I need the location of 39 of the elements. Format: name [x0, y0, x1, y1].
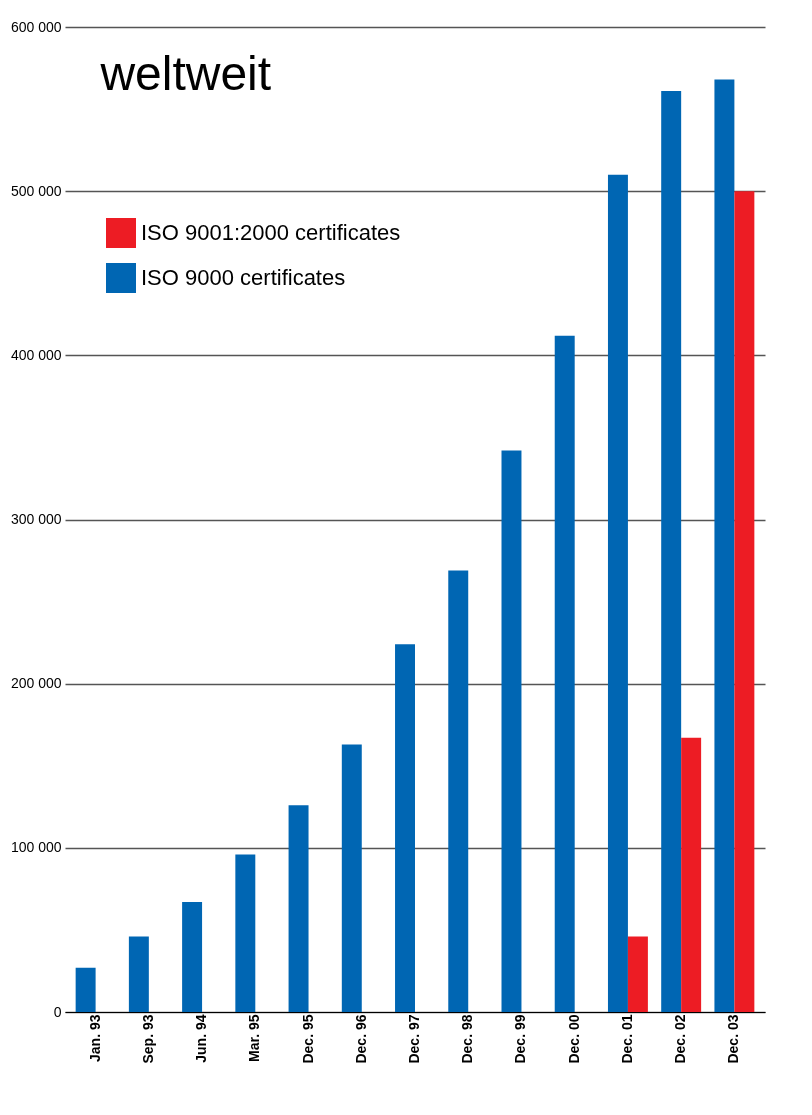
x-tick-label: Dec. 95	[299, 1014, 316, 1064]
bar	[341, 744, 362, 1012]
y-tick-label: 200 000	[10, 675, 62, 692]
bar	[681, 737, 702, 1012]
bar	[288, 805, 309, 1012]
bar	[734, 191, 755, 1012]
bar	[627, 936, 648, 1012]
x-tick-label: Jun. 94	[193, 1014, 210, 1063]
x-tick-label: Dec. 03	[725, 1014, 742, 1064]
x-tick-label: Dec. 97	[406, 1014, 422, 1064]
bar	[661, 91, 682, 1012]
y-tick-label: 300 000	[10, 511, 62, 527]
legend-label: ISO 9001:2000 certificates	[141, 220, 401, 245]
bar	[395, 644, 415, 1012]
x-tick-label: Dec. 01	[618, 1014, 635, 1064]
bar	[714, 79, 735, 1012]
y-tick-label: 500 000	[10, 182, 62, 199]
bar	[182, 902, 203, 1012]
bar	[448, 570, 469, 1012]
chart-title: weltweit	[99, 47, 272, 100]
x-tick-label: Dec. 96	[352, 1014, 369, 1064]
bar	[554, 335, 575, 1012]
bar	[75, 967, 96, 1012]
x-tick-label: Dec. 02	[672, 1014, 689, 1064]
x-tick-label: Dec. 00	[565, 1014, 582, 1064]
bar	[501, 450, 522, 1012]
y-tick-label: 600 000	[10, 18, 62, 35]
x-tick-label: Dec. 98	[459, 1014, 476, 1064]
y-tick-label: 100 000	[10, 839, 62, 856]
x-tick-label: Dec. 99	[512, 1014, 529, 1064]
legend-label: ISO 9000 certificates	[141, 265, 346, 290]
x-tick-label: Mar. 95	[246, 1014, 263, 1062]
bar	[235, 854, 256, 1012]
bar	[607, 174, 628, 1012]
x-tick-label: Jan. 93	[86, 1014, 103, 1062]
y-tick-label: 400 000	[10, 346, 62, 363]
x-tick-label: Sep. 93	[139, 1014, 156, 1064]
y-tick-label: 0	[53, 1003, 62, 1020]
bar	[128, 936, 149, 1012]
